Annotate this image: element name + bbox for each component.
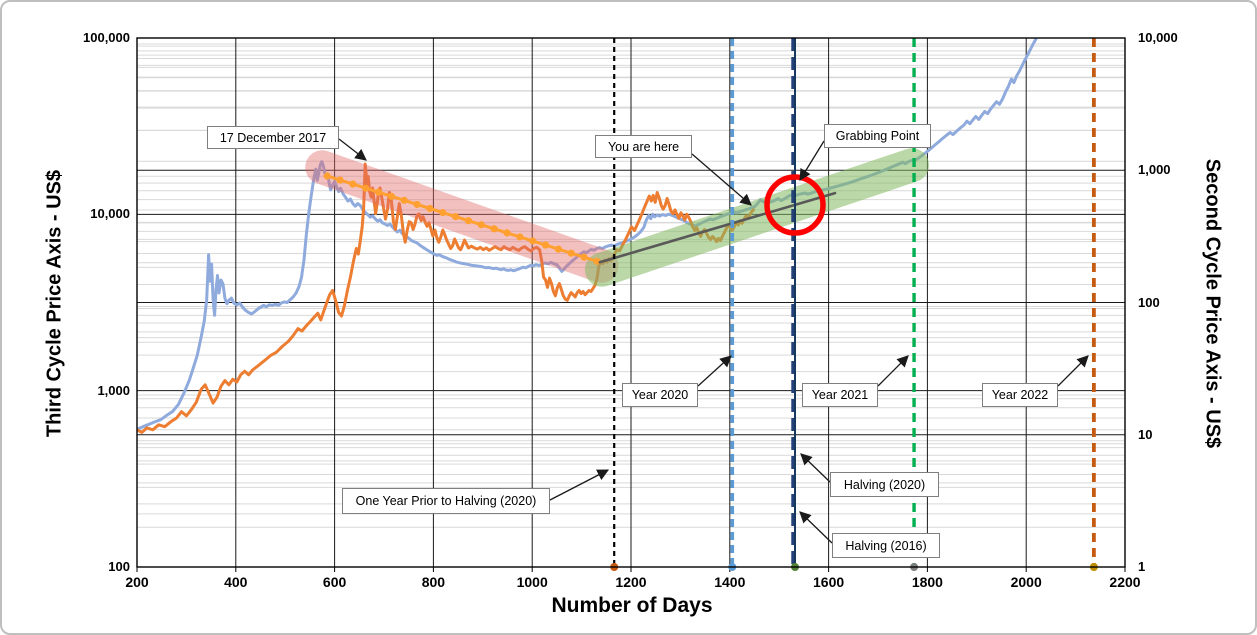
grabbing-point-circle bbox=[764, 174, 826, 236]
declining-trend-marker bbox=[439, 208, 447, 217]
ann-17-december-2017-arrow bbox=[338, 138, 367, 161]
declining-trend-marker bbox=[554, 245, 562, 253]
ann-halving-2020-arrow bbox=[800, 453, 831, 483]
x-axis-tick: 200 bbox=[125, 574, 149, 590]
left-axis-tick: 1,000 bbox=[97, 382, 130, 398]
ann-year-2020: Year 2020 bbox=[622, 383, 698, 407]
x-axis-tick: 2000 bbox=[1010, 574, 1042, 590]
ann-halving-2016: Halving (2016) bbox=[832, 533, 940, 558]
x-axis-tick: 1200 bbox=[615, 574, 647, 590]
declining-trend-marker bbox=[374, 188, 383, 196]
declining-trend-marker bbox=[541, 241, 550, 249]
declining-trend-marker bbox=[529, 237, 537, 245]
ann-one-year-prior-arrow bbox=[549, 469, 610, 501]
declining-trend-marker bbox=[593, 257, 601, 265]
declining-trend-marker bbox=[477, 221, 485, 229]
declining-trend-marker bbox=[567, 249, 575, 257]
ann-you-are-here-arrow bbox=[691, 153, 752, 206]
declining-trend-marker bbox=[464, 217, 473, 225]
declining-trend-marker bbox=[503, 229, 511, 237]
third-cycle-price-line bbox=[137, 162, 755, 434]
ann-grabbing-point-arrow bbox=[799, 140, 825, 181]
declining-trend-line bbox=[325, 174, 602, 264]
declining-trend-marker bbox=[349, 180, 357, 188]
right-axis-tick: 1 bbox=[1138, 559, 1146, 574]
ann-you-are-here: You are here bbox=[595, 135, 692, 158]
declining-trend-marker bbox=[323, 172, 331, 180]
declining-trend-marker bbox=[452, 213, 460, 221]
x-axis-tick: 1800 bbox=[911, 574, 943, 590]
ann-halving-2020: Halving (2020) bbox=[830, 472, 939, 497]
left-axis-title: Third Cycle Price Axis - US$ bbox=[43, 169, 66, 438]
ann-halving-2016-arrow bbox=[799, 511, 833, 544]
ann-year-2022-arrow bbox=[1057, 355, 1089, 387]
x-axis-tick: 1600 bbox=[813, 574, 845, 590]
ann-17-december-2017: 17 December 2017 bbox=[207, 126, 339, 149]
declining-trend-marker bbox=[400, 196, 408, 204]
x-axis-tick: 800 bbox=[421, 574, 446, 590]
right-axis-tick: 1,000 bbox=[1138, 162, 1171, 178]
declining-trend-marker bbox=[336, 176, 344, 184]
right-axis-title: Second Cycle Price Axis - US$ bbox=[1201, 158, 1224, 449]
declining-trend-marker bbox=[580, 253, 588, 261]
x-axis-tick: 400 bbox=[224, 574, 248, 590]
declining-trend-marker bbox=[516, 233, 524, 241]
declining-trend-marker bbox=[362, 184, 370, 192]
ann-year-2021: Year 2021 bbox=[802, 383, 878, 407]
declining-trend-marker bbox=[490, 225, 498, 233]
ann-grabbing-point: Grabbing Point bbox=[824, 124, 931, 148]
ann-year-2020-arrow bbox=[697, 355, 732, 387]
x-axis-tick: 1400 bbox=[714, 574, 746, 590]
ann-one-year-prior: One Year Prior to Halving (2020) bbox=[342, 488, 550, 514]
left-axis-tick: 10,000 bbox=[90, 206, 130, 222]
ann-year-2021-arrow bbox=[877, 355, 909, 387]
left-axis-tick: 100 bbox=[108, 559, 130, 574]
x-axis-tick: 2200 bbox=[1109, 574, 1141, 590]
left-axis-tick: 100,000 bbox=[83, 30, 130, 45]
declining-trend-marker bbox=[387, 192, 396, 200]
right-axis-tick: 10 bbox=[1138, 426, 1153, 442]
x-axis-title: Number of Days bbox=[551, 594, 713, 617]
x-axis-tick: 600 bbox=[322, 574, 347, 590]
declining-trend-marker bbox=[413, 200, 421, 209]
declining-trend-marker bbox=[426, 204, 434, 213]
x-axis-tick: 1000 bbox=[516, 574, 548, 590]
ann-year-2022: Year 2022 bbox=[982, 383, 1058, 407]
right-axis-tick: 10,000 bbox=[1138, 30, 1178, 45]
right-axis-tick: 100 bbox=[1138, 294, 1160, 310]
rise-highlight-band bbox=[584, 148, 930, 287]
plot-border bbox=[136, 37, 1126, 568]
